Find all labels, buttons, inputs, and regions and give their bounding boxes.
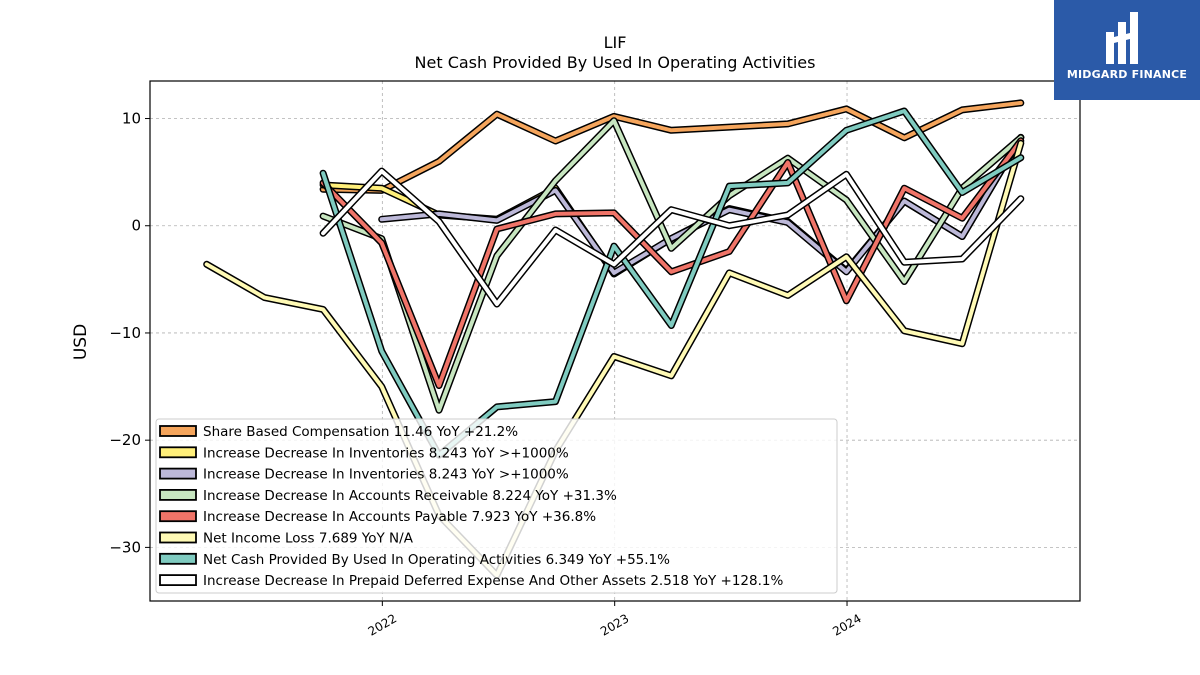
legend-label: Increase Decrease In Inventories 8.243 Y… bbox=[203, 467, 569, 483]
series-line bbox=[319, 167, 1025, 308]
chart-subtitle: Net Cash Provided By Used In Operating A… bbox=[415, 53, 816, 72]
legend-label: Increase Decrease In Accounts Receivable… bbox=[203, 488, 617, 504]
legend-swatch bbox=[159, 425, 197, 437]
series-stroke bbox=[321, 138, 1023, 388]
x-tick-label: 2022 bbox=[366, 611, 399, 638]
series-line bbox=[203, 139, 1025, 579]
series-stroke bbox=[321, 169, 1023, 306]
series-line bbox=[319, 99, 1025, 194]
series-line bbox=[319, 117, 1025, 414]
series-stroke bbox=[204, 141, 1023, 578]
y-tick-label: −20 bbox=[109, 431, 141, 449]
y-axis-label: USD bbox=[71, 324, 91, 360]
brand-mark-icon bbox=[1106, 12, 1138, 64]
legend: Share Based Compensation 11.46 YoY +21.2… bbox=[155, 418, 838, 594]
series-stroke bbox=[321, 118, 1023, 413]
legend-label: Increase Decrease In Prepaid Deferred Ex… bbox=[203, 573, 783, 589]
legend-label: Share Based Compensation 11.46 YoY +21.2… bbox=[203, 424, 518, 440]
y-tick-label: 10 bbox=[122, 110, 141, 128]
brand-logo: MIDGARD FINANCE bbox=[1054, 0, 1200, 100]
series-stroke bbox=[321, 100, 1023, 193]
series-stroke bbox=[321, 109, 1023, 458]
series-line bbox=[319, 107, 1025, 459]
x-tick-label: 2024 bbox=[830, 611, 863, 638]
y-tick-label: 0 bbox=[131, 217, 141, 235]
legend-label: Increase Decrease In Accounts Payable 7.… bbox=[203, 509, 596, 525]
series-line bbox=[319, 137, 1025, 389]
brand-name: MIDGARD FINANCE bbox=[1066, 68, 1188, 81]
legend-label: Net Cash Provided By Used In Operating A… bbox=[203, 552, 670, 568]
legend-swatch bbox=[159, 574, 197, 586]
y-tick-label: −30 bbox=[109, 538, 141, 556]
legend-swatch bbox=[159, 552, 197, 565]
legend-box bbox=[155, 418, 838, 594]
x-tick-label: 2023 bbox=[598, 611, 631, 638]
legend-label: Increase Decrease In Inventories 8.243 Y… bbox=[203, 445, 569, 461]
legend-swatch bbox=[159, 467, 197, 480]
series-outline bbox=[319, 107, 1025, 459]
chart-title: LIF bbox=[604, 33, 627, 52]
legend-swatch bbox=[159, 488, 197, 501]
legend-label: Net Income Loss 7.689 YoY N/A bbox=[203, 531, 414, 547]
legend-swatch bbox=[159, 531, 197, 544]
y-tick-label: −10 bbox=[109, 324, 141, 342]
series-outline bbox=[319, 99, 1025, 194]
legend-swatch bbox=[159, 446, 197, 459]
legend-swatch bbox=[159, 510, 197, 523]
series-lines bbox=[203, 99, 1025, 579]
